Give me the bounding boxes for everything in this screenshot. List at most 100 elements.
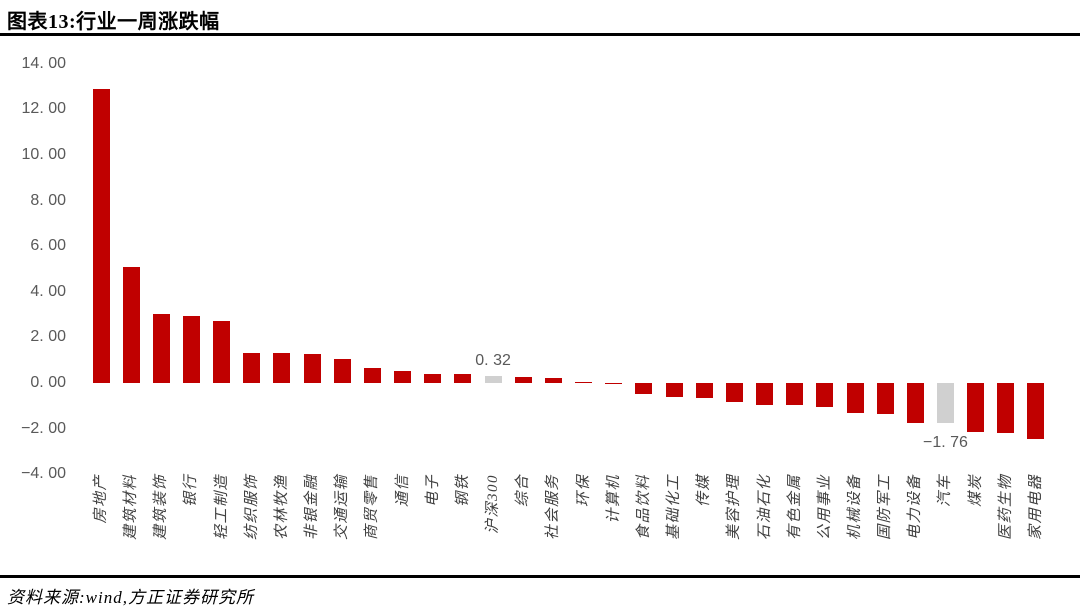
title-divider-line <box>0 33 1080 36</box>
x-axis-category-text: 国防军工 <box>877 474 894 541</box>
x-axis-category-label: 商贸零售 <box>357 474 387 578</box>
bar <box>122 267 140 383</box>
x-axis-category-label: 计算机 <box>599 474 629 578</box>
x-axis-category-text: 煤炭 <box>967 474 984 508</box>
bar <box>544 378 562 383</box>
x-axis-category-text: 基础化工 <box>666 474 683 541</box>
x-axis-category-label: 食品饮料 <box>629 474 659 578</box>
x-axis-category-text: 环保 <box>575 474 592 508</box>
bar <box>665 383 683 397</box>
x-axis-category-text: 农林牧渔 <box>273 474 290 541</box>
x-axis-category-label: 环保 <box>569 474 599 578</box>
x-axis-category-label: 通信 <box>388 474 418 578</box>
x-axis-category-label: 公用事业 <box>810 474 840 578</box>
bar <box>635 383 653 394</box>
x-axis-category-text: 汽车 <box>937 474 954 508</box>
x-axis-category-text: 食品饮料 <box>635 474 652 541</box>
x-axis-category-label: 综合 <box>508 474 538 578</box>
x-axis-category-label: 有色金属 <box>780 474 810 578</box>
x-axis-category-label: 机械设备 <box>840 474 870 578</box>
bar <box>273 352 291 383</box>
x-axis-category-label: 沪深300 <box>478 474 508 578</box>
x-axis-category-text: 商贸零售 <box>364 474 381 541</box>
x-axis-category-label: 交通运输 <box>327 474 357 578</box>
y-axis-tick-label: 2. 00 <box>30 328 66 346</box>
x-axis-category-text: 石油石化 <box>756 474 773 541</box>
x-axis-category-label: 轻工制造 <box>207 474 237 578</box>
bar <box>756 383 774 405</box>
bar <box>846 383 864 413</box>
y-axis-tick-label: 6. 00 <box>30 237 66 255</box>
bar <box>243 352 261 383</box>
x-axis-category-text: 纺织服饰 <box>243 474 260 541</box>
x-axis-category-label: 房地产 <box>86 474 116 578</box>
x-axis-category-text: 社会服务 <box>545 474 562 541</box>
y-axis-tick-label: −4. 00 <box>21 465 66 483</box>
x-axis-category-label: 医药生物 <box>991 474 1021 578</box>
x-axis-category-text: 钢铁 <box>454 474 471 508</box>
x-axis-category-text: 交通运输 <box>334 474 351 541</box>
x-axis-category-text: 房地产 <box>93 474 109 524</box>
x-axis-category-label: 建筑材料 <box>116 474 146 578</box>
x-axis-category-text: 建筑材料 <box>123 474 140 541</box>
x-axis-category-text: 银行 <box>183 474 200 508</box>
x-axis-category-text: 家用电器 <box>1027 474 1044 541</box>
x-axis-category-label: 汽车 <box>930 474 960 578</box>
bar <box>936 383 954 424</box>
bar <box>1027 383 1045 439</box>
x-axis-category-label: 农林牧渔 <box>267 474 297 578</box>
bottom-divider-line <box>0 575 1080 578</box>
bar <box>967 383 985 433</box>
bar <box>906 383 924 423</box>
bar <box>876 383 894 415</box>
x-axis-category-label: 电力设备 <box>900 474 930 578</box>
bar <box>997 383 1015 434</box>
bar <box>454 374 472 383</box>
y-axis-tick-label: 12. 00 <box>21 100 66 118</box>
x-axis-category-text: 通信 <box>394 474 411 508</box>
bar <box>424 373 442 383</box>
x-axis-category-label: 石油石化 <box>750 474 780 578</box>
source-note: 资料来源:wind,方正证券研究所 <box>7 588 254 607</box>
x-axis-category-label: 纺织服饰 <box>237 474 267 578</box>
x-axis-category-text: 非银金融 <box>304 474 321 541</box>
x-axis-category-text: 传媒 <box>696 474 713 508</box>
x-axis-category-label: 国防军工 <box>870 474 900 578</box>
x-axis-category-label: 煤炭 <box>961 474 991 578</box>
x-axis-category-text: 机械设备 <box>847 474 863 541</box>
bar <box>394 371 412 383</box>
y-axis-tick-label: 14. 00 <box>21 54 66 72</box>
bar <box>786 383 804 406</box>
bar <box>484 375 502 383</box>
bar <box>816 383 834 408</box>
y-axis-tick-label: 0. 00 <box>30 374 66 391</box>
x-axis-category-text: 计算机 <box>605 474 622 524</box>
bar <box>303 354 321 383</box>
x-axis-category-label: 电子 <box>418 474 448 578</box>
x-axis-category-text: 美容护理 <box>726 474 743 541</box>
x-axis-category-text: 沪深300 <box>485 474 502 535</box>
x-axis-category-text: 有色金属 <box>786 474 803 541</box>
x-axis-category-text: 医药生物 <box>997 474 1014 541</box>
y-axis-tick-label: 8. 00 <box>30 191 66 209</box>
x-axis-category-text: 轻工制造 <box>213 474 230 541</box>
bar <box>363 368 381 383</box>
x-axis-category-text: 综合 <box>515 474 532 508</box>
bar <box>695 383 713 398</box>
x-axis-category-label: 家用电器 <box>1021 474 1051 578</box>
x-axis-category-text: 电子 <box>424 474 441 508</box>
x-axis-category-text: 公用事业 <box>816 474 833 541</box>
bar <box>605 383 623 384</box>
x-axis-category-label: 社会服务 <box>538 474 568 578</box>
y-axis-tick-label: 10. 00 <box>21 146 66 163</box>
x-axis-category-text: 电力设备 <box>907 474 924 541</box>
y-axis-tick-label: 4. 00 <box>30 282 66 300</box>
x-axis-category-label: 传媒 <box>689 474 719 578</box>
x-axis-category-label: 钢铁 <box>448 474 478 578</box>
x-axis-category-label: 非银金融 <box>297 474 327 578</box>
figure-title: 图表13:行业一周涨跌幅 <box>7 11 220 33</box>
x-axis-category-label: 建筑装饰 <box>146 474 176 578</box>
x-axis-category-label: 美容护理 <box>719 474 749 578</box>
x-axis-category-label: 基础化工 <box>659 474 689 578</box>
bar <box>182 315 200 383</box>
